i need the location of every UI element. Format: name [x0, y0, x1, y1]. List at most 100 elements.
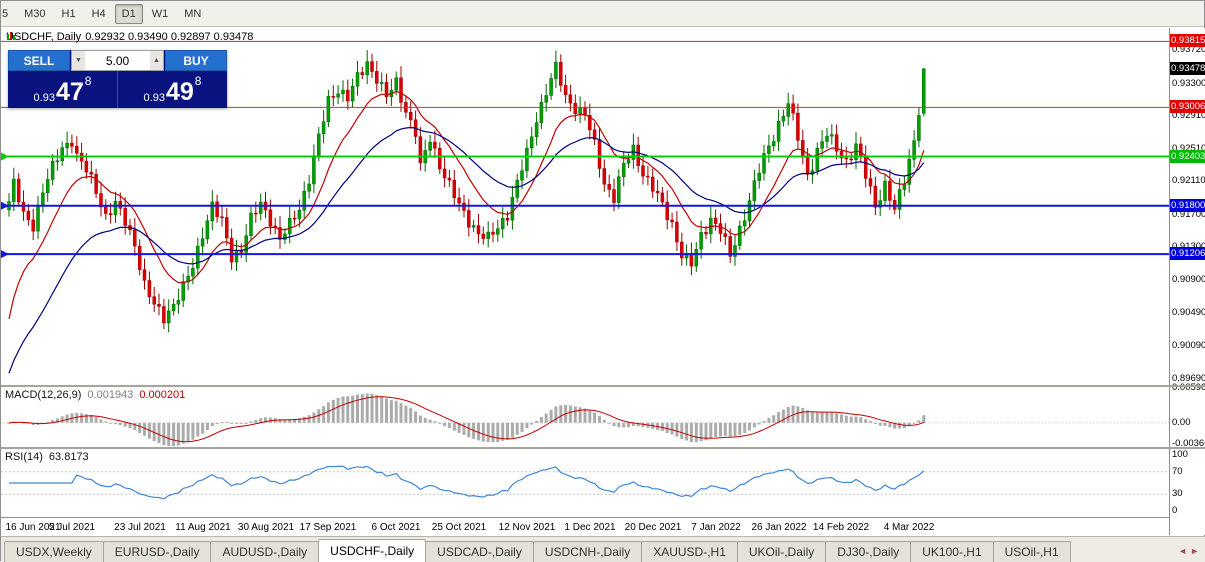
- price-axis-tick: 0.89690: [1172, 373, 1205, 384]
- timeframe-button-h1[interactable]: H1: [61, 7, 76, 20]
- sell-price-small: 0.93: [33, 92, 55, 104]
- timeframe-button-5[interactable]: 5: [2, 7, 9, 20]
- date-axis-label: 20 Dec 2021: [624, 522, 682, 533]
- chart-tab-uk100-h1[interactable]: UK100-,H1: [910, 541, 994, 562]
- price-axis-tick: 0.93300: [1172, 78, 1205, 89]
- date-axis-label: 23 Jul 2021: [114, 522, 166, 533]
- macd-main-value: 0.001943: [87, 389, 134, 401]
- rsi-line: [9, 465, 925, 500]
- sell-price[interactable]: 0.93 47 8: [8, 71, 117, 108]
- price-axis-tick: 0.90090: [1172, 340, 1205, 351]
- panel-splitter-macd[interactable]: [1, 385, 1205, 387]
- macd-signal-line: [8, 396, 924, 443]
- buy-price-small: 0.93: [143, 92, 165, 104]
- trade-panel-controls: SELL ▼ 5.00 ▲ BUY: [8, 50, 227, 71]
- buy-price-sup: 8: [194, 74, 202, 88]
- chart-tab-usdx-weekly[interactable]: USDX,Weekly: [4, 541, 104, 562]
- price-axis-tick: 0.92910: [1172, 110, 1205, 121]
- rsi-axis-tick: 0: [1172, 505, 1178, 516]
- price-axis-tick: 0.93720: [1172, 44, 1205, 55]
- macd-axis-tick: 0.00596: [1172, 382, 1205, 393]
- date-axis[interactable]: 16 Jun 2021 5 Jul 2021 23 Jul 2021 11 Aug 2…: [1, 517, 1169, 535]
- chart-tab-ukoil-daily[interactable]: UKOil-,Daily: [736, 541, 827, 562]
- price-axis-badge-0.92403: 0.92403: [1170, 150, 1205, 163]
- rsi-label: RSI(14) 63.8173: [5, 451, 89, 463]
- chart-tabs: USDX,Weekly EURUSD-,Daily AUDUSD-,Daily USD…: [4, 539, 1071, 562]
- price-chart-canvas[interactable]: [1, 28, 1169, 385]
- price-axis-badge-0.91206: 0.91206: [1170, 247, 1205, 260]
- price-axis-tick: 0.91300: [1172, 242, 1205, 252]
- trade-panel-divider: [117, 71, 118, 108]
- price-axis-badge-0.93006: 0.93006: [1170, 100, 1205, 113]
- price-axis-badge-0.91800: 0.91800: [1170, 199, 1205, 212]
- sell-price-big: 47: [55, 78, 84, 106]
- macd-canvas[interactable]: [1, 387, 1169, 447]
- panel-splitter-rsi[interactable]: [1, 447, 1205, 449]
- timeframe-buttons: 5 M30 H1 H4 D1 W1 MN: [1, 3, 209, 24]
- date-axis-label: 30 Aug 2021: [237, 522, 295, 533]
- chart-tab-eurusd-daily[interactable]: EURUSD-,Daily: [102, 541, 212, 562]
- macd-signal-value: 0.000201: [139, 389, 186, 401]
- rsi-axis-tick: 30: [1172, 488, 1183, 499]
- tab-scroll-left-icon[interactable]: ◄: [1178, 546, 1188, 556]
- price-axis-tick: 0.92510: [1172, 143, 1205, 154]
- volume-increase-button[interactable]: ▲: [150, 51, 163, 70]
- date-axis-label: 4 Mar 2022: [883, 522, 935, 533]
- timeframe-button-w1[interactable]: W1: [151, 7, 169, 20]
- buy-button[interactable]: BUY: [165, 50, 227, 71]
- volume-decrease-button[interactable]: ▼: [72, 51, 85, 70]
- timeframe-button-d1[interactable]: D1: [114, 3, 143, 24]
- chart-tab-dj30-daily[interactable]: DJ30-,Daily: [825, 541, 912, 562]
- chart-tab-audusd-daily[interactable]: AUDUSD-,Daily: [210, 541, 320, 562]
- slow-ma-line: [8, 126, 925, 374]
- date-axis-label: 11 Aug 2021: [175, 522, 231, 533]
- candles-layer: [7, 50, 926, 333]
- rsi-axis-tick: 70: [1172, 466, 1183, 477]
- timeframe-button-h4[interactable]: H4: [91, 7, 106, 20]
- date-axis-label: 7 Jan 2022: [691, 522, 741, 533]
- date-axis-label: 14 Feb 2022: [812, 522, 870, 533]
- macd-axis-tick: 0.00: [1172, 417, 1191, 428]
- sell-button[interactable]: SELL: [8, 50, 70, 71]
- chart-tab-usdcad-daily[interactable]: USDCAD-,Daily: [425, 541, 534, 562]
- chart-title: USDCHF, Daily 0.92932 0.93490 0.92897 0.…: [6, 31, 253, 43]
- volume-value[interactable]: 5.00: [105, 53, 130, 68]
- date-axis-label: 26 Jan 2022: [751, 522, 807, 533]
- date-axis-label: 17 Sep 2021: [299, 522, 357, 533]
- chart-tab-usoil-h1[interactable]: USOil-,H1: [992, 541, 1071, 562]
- rsi-canvas[interactable]: [1, 449, 1169, 517]
- price-axis-badge-0.93478: 0.93478: [1170, 62, 1205, 75]
- price-axis-tick: 0.92110: [1172, 175, 1205, 186]
- one-click-trading-panel: SELL ▼ 5.00 ▲ BUY 0.93 47 8 0.93 49 8: [8, 50, 227, 108]
- price-axis-badge-0.93815: 0.93815: [1170, 34, 1205, 47]
- price-axis-tick: 0.90900: [1172, 274, 1205, 285]
- price-chart-panel[interactable]: USDCHF, Daily 0.92932 0.93490 0.92897 0.…: [1, 28, 1169, 385]
- tab-scroll-right-icon[interactable]: ►: [1190, 546, 1199, 556]
- rsi-panel[interactable]: RSI(14) 63.8173: [1, 449, 1169, 517]
- macd-axis-tick: -0.00366: [1172, 438, 1205, 449]
- macd-panel[interactable]: MACD(12,26,9) 0.001943 0.000201: [1, 387, 1169, 447]
- price-axis-tick: 0.90490: [1172, 307, 1205, 318]
- chart-tab-bar: USDX,Weekly EURUSD-,Daily AUDUSD-,Daily USD…: [1, 536, 1205, 562]
- chart-tab-usdcnh-daily[interactable]: USDCNH-,Daily: [532, 541, 643, 562]
- chart-tab-xauusd-h1[interactable]: XAUUSD-,H1: [641, 541, 738, 562]
- chart-icon: [7, 32, 15, 40]
- date-axis-label: 6 Oct 2021: [371, 522, 421, 533]
- timeframe-button-mn[interactable]: MN: [184, 7, 202, 20]
- timeframe-button-m30[interactable]: M30: [24, 7, 46, 20]
- macd-histogram: [7, 393, 926, 446]
- rsi-value: 63.8173: [48, 451, 89, 463]
- date-axis-label: 16 Jun 2021: [5, 522, 61, 533]
- date-axis-label: 1 Dec 2021: [564, 522, 616, 533]
- chart-tab-usdchf-daily[interactable]: USDCHF-,Daily: [318, 539, 427, 562]
- buy-price-big: 49: [165, 78, 194, 106]
- buy-price[interactable]: 0.93 49 8: [118, 71, 227, 108]
- date-axis-label: 12 Nov 2021: [498, 522, 556, 533]
- trade-panel-prices: 0.93 47 8 0.93 49 8: [8, 71, 227, 108]
- macd-label: MACD(12,26,9) 0.001943 0.000201: [5, 389, 185, 401]
- rsi-axis-tick: 100: [1172, 449, 1188, 460]
- level-lines[interactable]: [1, 40, 1169, 259]
- volume-field[interactable]: ▼ 5.00 ▲: [71, 50, 164, 71]
- fast-ma-line: [8, 90, 925, 320]
- price-axis[interactable]: 0.93720 0.93300 0.92910 0.92510 0.92110 0.917…: [1169, 28, 1205, 535]
